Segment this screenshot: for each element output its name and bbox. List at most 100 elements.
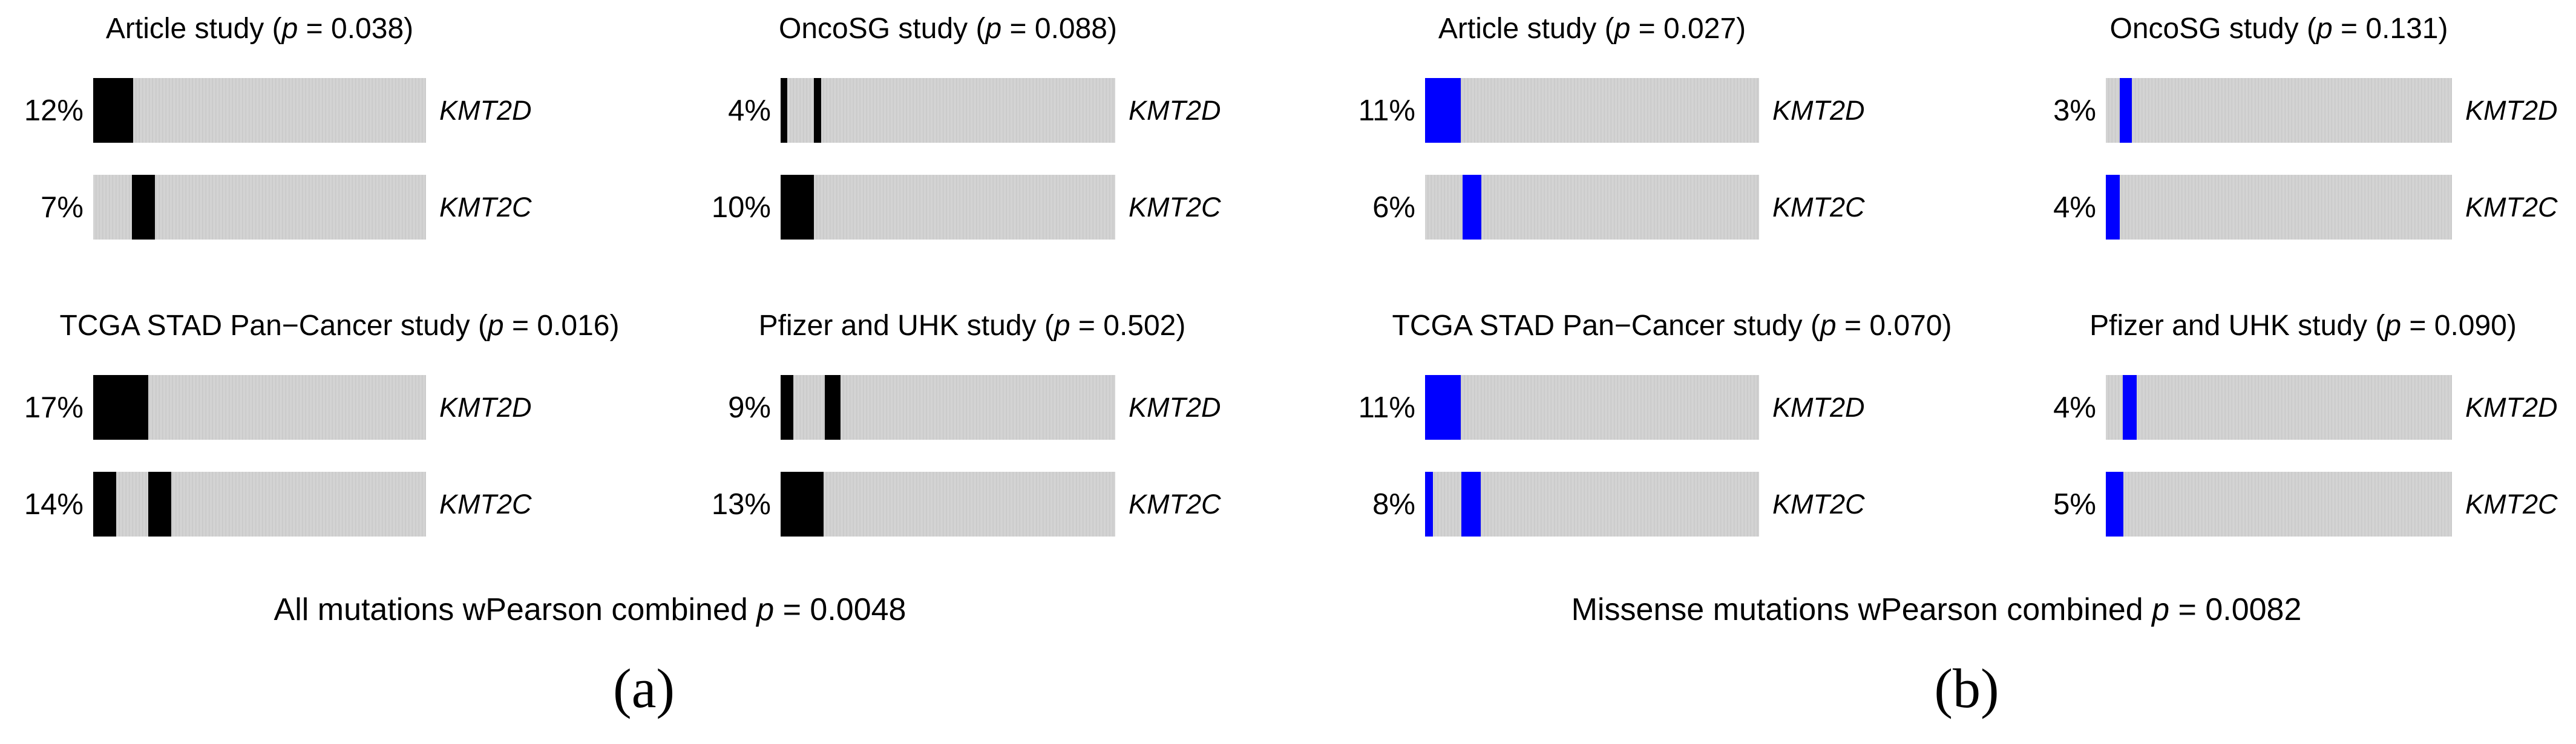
study-title-text: TCGA STAD Pan−Cancer study (	[59, 310, 488, 342]
mutation-percentage-label: 6%	[1372, 191, 1415, 224]
gene-row: 17% KMT2D	[24, 375, 532, 440]
study-article: Article study (p = 0.027) 11% KMT2D 6% K…	[1358, 12, 1865, 241]
study-title-pvalue: = 0.088)	[1001, 13, 1117, 45]
mutation-segment	[814, 78, 822, 143]
mutation-segment	[1461, 472, 1481, 537]
mutation-bar	[781, 175, 1115, 240]
gene-row: 11% KMT2D	[1358, 78, 1865, 143]
gene-row: 3% KMT2D	[2053, 78, 2558, 143]
caption-text: Missense mutations wPearson combined	[1571, 592, 2152, 627]
mutation-percentage-label: 11%	[1358, 391, 1415, 424]
study-title-text: OncoSG study (	[779, 13, 986, 45]
combined-p-caption: All mutations wPearson combined p = 0.00…	[0, 592, 1234, 628]
mutation-segment	[131, 175, 155, 240]
study-article: Article study (p = 0.038) 12% KMT2D 7% K…	[24, 12, 532, 241]
p-symbol: p	[1614, 13, 1631, 45]
mutation-bar	[1425, 472, 1759, 537]
mutation-segment	[1425, 78, 1461, 143]
mutation-segment	[2106, 472, 2124, 537]
caption-text: All mutations wPearson combined	[274, 592, 757, 627]
mutation-percentage-label: 8%	[1372, 488, 1415, 521]
mutation-percentage-label: 4%	[2053, 191, 2096, 224]
study-title-text: OncoSG study (	[2109, 13, 2316, 45]
mutation-segment	[1425, 375, 1461, 440]
gene-label: KMT2D	[2465, 391, 2558, 423]
gene-row: 4% KMT2D	[2053, 375, 2558, 440]
study-title: Article study (p = 0.027)	[1438, 12, 1746, 45]
gene-row: 13% KMT2C	[712, 472, 1221, 537]
study-tcga-stad: TCGA STAD Pan−Cancer study (p = 0.016) 1…	[24, 309, 619, 538]
p-symbol: p	[1820, 310, 1837, 342]
study-oncosg: OncoSG study (p = 0.131) 3% KMT2D 4% KMT…	[2053, 12, 2558, 241]
p-symbol: p	[487, 310, 504, 342]
mutation-segment	[93, 472, 116, 537]
gene-row: 11% KMT2D	[1358, 375, 1865, 440]
gene-label: KMT2D	[1772, 391, 1865, 423]
study-title-text: Article study (	[1438, 13, 1614, 45]
mutation-bar	[1425, 175, 1759, 240]
gene-label: KMT2D	[2465, 94, 2558, 126]
gene-label: KMT2D	[1772, 94, 1865, 126]
mutation-segment	[1462, 175, 1481, 240]
mutation-segment	[2123, 375, 2137, 440]
gene-row: 8% KMT2C	[1372, 472, 1865, 537]
study-title: OncoSG study (p = 0.131)	[2110, 12, 2448, 45]
study-title-pvalue: = 0.027)	[1630, 13, 1746, 45]
gene-row: 5% KMT2C	[2053, 472, 2558, 537]
p-symbol: p	[985, 13, 1002, 45]
gene-row: 7% KMT2C	[41, 175, 532, 240]
mutation-segment	[2119, 78, 2132, 143]
gene-label: KMT2C	[439, 191, 532, 223]
p-symbol: p	[2316, 13, 2333, 45]
mutation-percentage-label: 13%	[711, 488, 771, 521]
mutation-segment	[781, 78, 788, 143]
mutation-segment	[781, 472, 824, 537]
p-symbol: p	[1054, 310, 1070, 342]
mutation-segment	[93, 375, 149, 440]
mutation-bar	[93, 175, 426, 240]
study-title-text: TCGA STAD Pan−Cancer study (	[1392, 310, 1820, 342]
mutation-percentage-label: 3%	[2053, 94, 2096, 127]
mutation-segment	[781, 375, 793, 440]
mutation-percentage-label: 7%	[41, 191, 84, 224]
study-title: Pfizer and UHK study (p = 0.502)	[759, 309, 1186, 342]
mutation-percentage-label: 5%	[2053, 488, 2096, 521]
mutation-percentage-label: 11%	[1358, 94, 1415, 127]
gene-label: KMT2C	[1129, 488, 1221, 520]
study-title-pvalue: = 0.502)	[1070, 310, 1186, 342]
caption-pvalue: = 0.0048	[774, 592, 906, 627]
gene-label: KMT2C	[439, 488, 532, 520]
mutation-percentage-label: 12%	[24, 94, 84, 127]
mutation-percentage-label: 4%	[2053, 391, 2096, 424]
gene-row: 12% KMT2D	[24, 78, 532, 143]
p-symbol: p	[2152, 592, 2170, 627]
gene-row: 10% KMT2C	[712, 175, 1221, 240]
mutation-bar	[93, 375, 426, 440]
mutation-bar	[781, 78, 1115, 143]
gene-label: KMT2C	[1772, 191, 1865, 223]
study-pfizer-uhk: Pfizer and UHK study (p = 0.090) 4% KMT2…	[2053, 309, 2558, 538]
mutation-segment	[93, 78, 133, 143]
study-title: Article study (p = 0.038)	[106, 12, 413, 45]
mutation-percentage-label: 17%	[24, 391, 84, 424]
study-title: Pfizer and UHK study (p = 0.090)	[2089, 309, 2517, 342]
mutation-bar	[2106, 375, 2452, 440]
gene-label: KMT2C	[1129, 191, 1221, 223]
panel-letter-b: (b)	[1934, 658, 1999, 719]
study-oncosg: OncoSG study (p = 0.088) 4% KMT2D 10% KM…	[712, 12, 1221, 241]
study-title-text: Pfizer and UHK study (	[758, 310, 1054, 342]
gene-row: 9% KMT2D	[728, 375, 1221, 440]
study-title-pvalue: = 0.016)	[503, 310, 620, 342]
p-symbol: p	[2385, 310, 2402, 342]
gene-row: 14% KMT2C	[24, 472, 532, 537]
p-symbol: p	[281, 13, 298, 45]
mutation-bar	[781, 375, 1115, 440]
study-title: TCGA STAD Pan−Cancer study (p = 0.016)	[60, 309, 620, 342]
mutation-percentage-label: 4%	[728, 94, 771, 127]
study-tcga-stad: TCGA STAD Pan−Cancer study (p = 0.070) 1…	[1358, 309, 1952, 538]
combined-p-caption: Missense mutations wPearson combined p =…	[1293, 592, 2576, 628]
mutation-bar	[93, 78, 426, 143]
gene-label: KMT2D	[439, 94, 532, 126]
study-title-text: Article study (	[105, 13, 282, 45]
